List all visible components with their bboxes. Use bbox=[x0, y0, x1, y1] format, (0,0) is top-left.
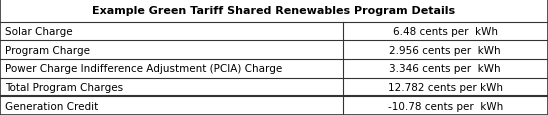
Text: Program Charge: Program Charge bbox=[5, 45, 90, 55]
Text: Total Program Charges: Total Program Charges bbox=[5, 82, 124, 92]
Text: 2.956 cents per  kWh: 2.956 cents per kWh bbox=[390, 45, 501, 55]
Text: 12.782 cents per kWh: 12.782 cents per kWh bbox=[388, 82, 503, 92]
Bar bbox=[0, 22, 548, 41]
Text: Solar Charge: Solar Charge bbox=[5, 27, 73, 37]
Bar bbox=[0, 96, 548, 115]
Bar bbox=[0, 59, 548, 78]
Bar bbox=[0, 0, 548, 22]
Text: 6.48 cents per  kWh: 6.48 cents per kWh bbox=[393, 27, 498, 37]
Text: Generation Credit: Generation Credit bbox=[5, 101, 99, 111]
Text: -10.78 cents per  kWh: -10.78 cents per kWh bbox=[387, 101, 503, 111]
Bar bbox=[0, 41, 548, 59]
Text: 3.346 cents per  kWh: 3.346 cents per kWh bbox=[390, 64, 501, 74]
Text: Power Charge Indifference Adjustment (PCIA) Charge: Power Charge Indifference Adjustment (PC… bbox=[5, 64, 283, 74]
Bar bbox=[0, 78, 548, 96]
Text: Example Green Tariff Shared Renewables Program Details: Example Green Tariff Shared Renewables P… bbox=[93, 6, 455, 16]
